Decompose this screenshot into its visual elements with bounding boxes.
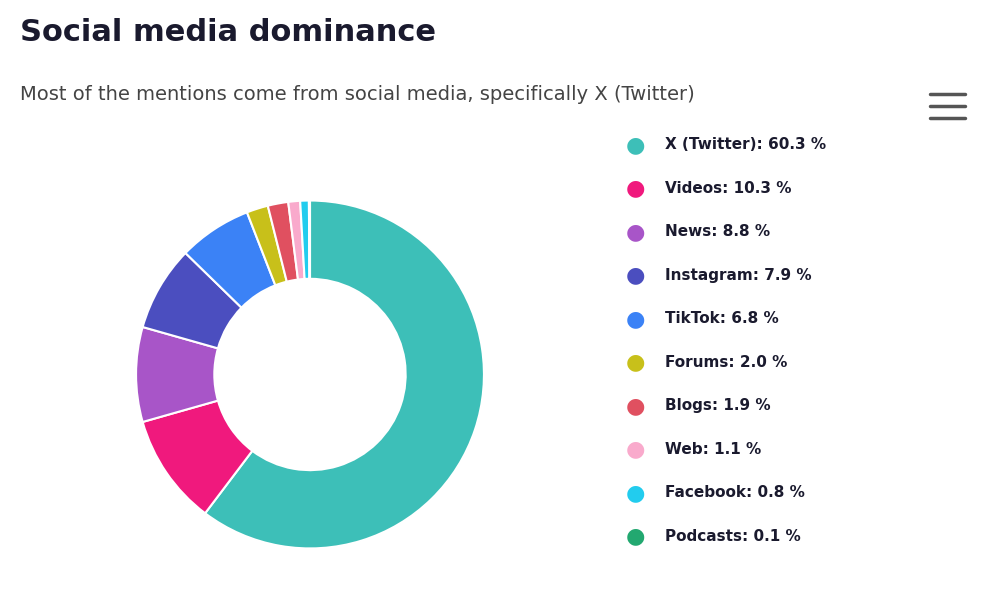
Wedge shape bbox=[185, 213, 275, 307]
Text: Forums: 2.0 %: Forums: 2.0 % bbox=[665, 355, 787, 370]
Wedge shape bbox=[268, 202, 298, 281]
Wedge shape bbox=[300, 201, 309, 279]
Text: ●: ● bbox=[625, 178, 645, 199]
Text: ●: ● bbox=[625, 352, 645, 373]
Wedge shape bbox=[288, 201, 305, 280]
Text: Most of the mentions come from social media, specifically X (Twitter): Most of the mentions come from social me… bbox=[20, 85, 695, 103]
Text: Podcasts: 0.1 %: Podcasts: 0.1 % bbox=[665, 529, 801, 544]
Text: Instagram: 7.9 %: Instagram: 7.9 % bbox=[665, 268, 812, 283]
Text: ●: ● bbox=[625, 309, 645, 329]
Text: ●: ● bbox=[625, 439, 645, 460]
Text: Social media dominance: Social media dominance bbox=[20, 18, 436, 47]
Text: X (Twitter): 60.3 %: X (Twitter): 60.3 % bbox=[665, 138, 826, 152]
Wedge shape bbox=[143, 253, 242, 349]
Wedge shape bbox=[247, 206, 287, 285]
Text: ●: ● bbox=[625, 265, 645, 286]
Wedge shape bbox=[205, 201, 484, 548]
Text: ●: ● bbox=[625, 222, 645, 242]
Wedge shape bbox=[309, 201, 310, 279]
Wedge shape bbox=[136, 327, 218, 422]
Text: News: 8.8 %: News: 8.8 % bbox=[665, 225, 770, 239]
Text: ●: ● bbox=[625, 135, 645, 155]
Text: ●: ● bbox=[625, 526, 645, 547]
Text: ●: ● bbox=[625, 483, 645, 503]
Wedge shape bbox=[143, 400, 252, 513]
Text: ●: ● bbox=[625, 396, 645, 416]
Text: Facebook: 0.8 %: Facebook: 0.8 % bbox=[665, 486, 805, 500]
Text: TikTok: 6.8 %: TikTok: 6.8 % bbox=[665, 312, 779, 326]
Text: Web: 1.1 %: Web: 1.1 % bbox=[665, 442, 761, 457]
Text: Videos: 10.3 %: Videos: 10.3 % bbox=[665, 181, 792, 196]
Text: Blogs: 1.9 %: Blogs: 1.9 % bbox=[665, 399, 771, 413]
